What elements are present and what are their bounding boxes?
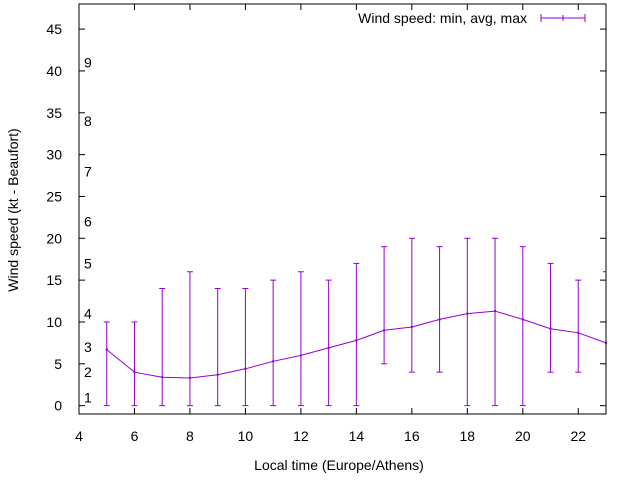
y-tick-label-30: 30 — [46, 147, 62, 163]
beaufort-label-6: 6 — [84, 214, 92, 230]
x-tick-label-4: 4 — [75, 428, 83, 444]
y-tick-label-20: 20 — [46, 230, 62, 246]
beaufort-label-layer: 1 2 3 4 5 6 7 8 9 — [84, 55, 92, 406]
beaufort-label-9: 9 — [84, 55, 92, 71]
beaufort-label-1: 1 — [84, 389, 92, 405]
legend: Wind speed: min, avg, max — [358, 10, 586, 26]
x-tick-label-6: 6 — [131, 428, 139, 444]
beaufort-label-7: 7 — [84, 163, 92, 179]
x-tick-label-8: 8 — [186, 428, 194, 444]
x-tick-label-10: 10 — [238, 428, 254, 444]
x-tick-label-22: 22 — [570, 428, 586, 444]
beaufort-label-5: 5 — [84, 255, 92, 271]
plot-border — [78, 3, 607, 415]
y-tick-label-40: 40 — [46, 63, 62, 79]
y-tick-label-15: 15 — [46, 272, 62, 288]
beaufort-label-3: 3 — [84, 339, 92, 355]
x-axis-label: Local time (Europe/Athens) — [254, 457, 424, 473]
x-tick-label-16: 16 — [404, 428, 420, 444]
x-tick-label-12: 12 — [293, 428, 309, 444]
y-tick-label-35: 35 — [46, 105, 62, 121]
y-tick-label-45: 45 — [46, 21, 62, 37]
beaufort-label-2: 2 — [84, 364, 92, 380]
legend-label: Wind speed: min, avg, max — [358, 10, 527, 26]
y-tick-label-25: 25 — [46, 188, 62, 204]
beaufort-label-8: 8 — [84, 113, 92, 129]
y-tick-label-0: 0 — [54, 398, 62, 414]
x-tick-label-20: 20 — [515, 428, 531, 444]
avg-line-series-0 — [106, 310, 607, 379]
beaufort-label-4: 4 — [84, 306, 92, 322]
series-layer — [103, 237, 608, 407]
y-axis-label: Wind speed (kt - Beaufort) — [5, 128, 21, 291]
y-tick-label-10: 10 — [46, 314, 62, 330]
y-tick-label-5: 5 — [54, 356, 62, 372]
x-tick-label-14: 14 — [349, 428, 365, 444]
x-tick-label-18: 18 — [460, 428, 476, 444]
x-tick-layer: 4 6 8 10 12 14 16 18 20 22 — [75, 4, 586, 444]
